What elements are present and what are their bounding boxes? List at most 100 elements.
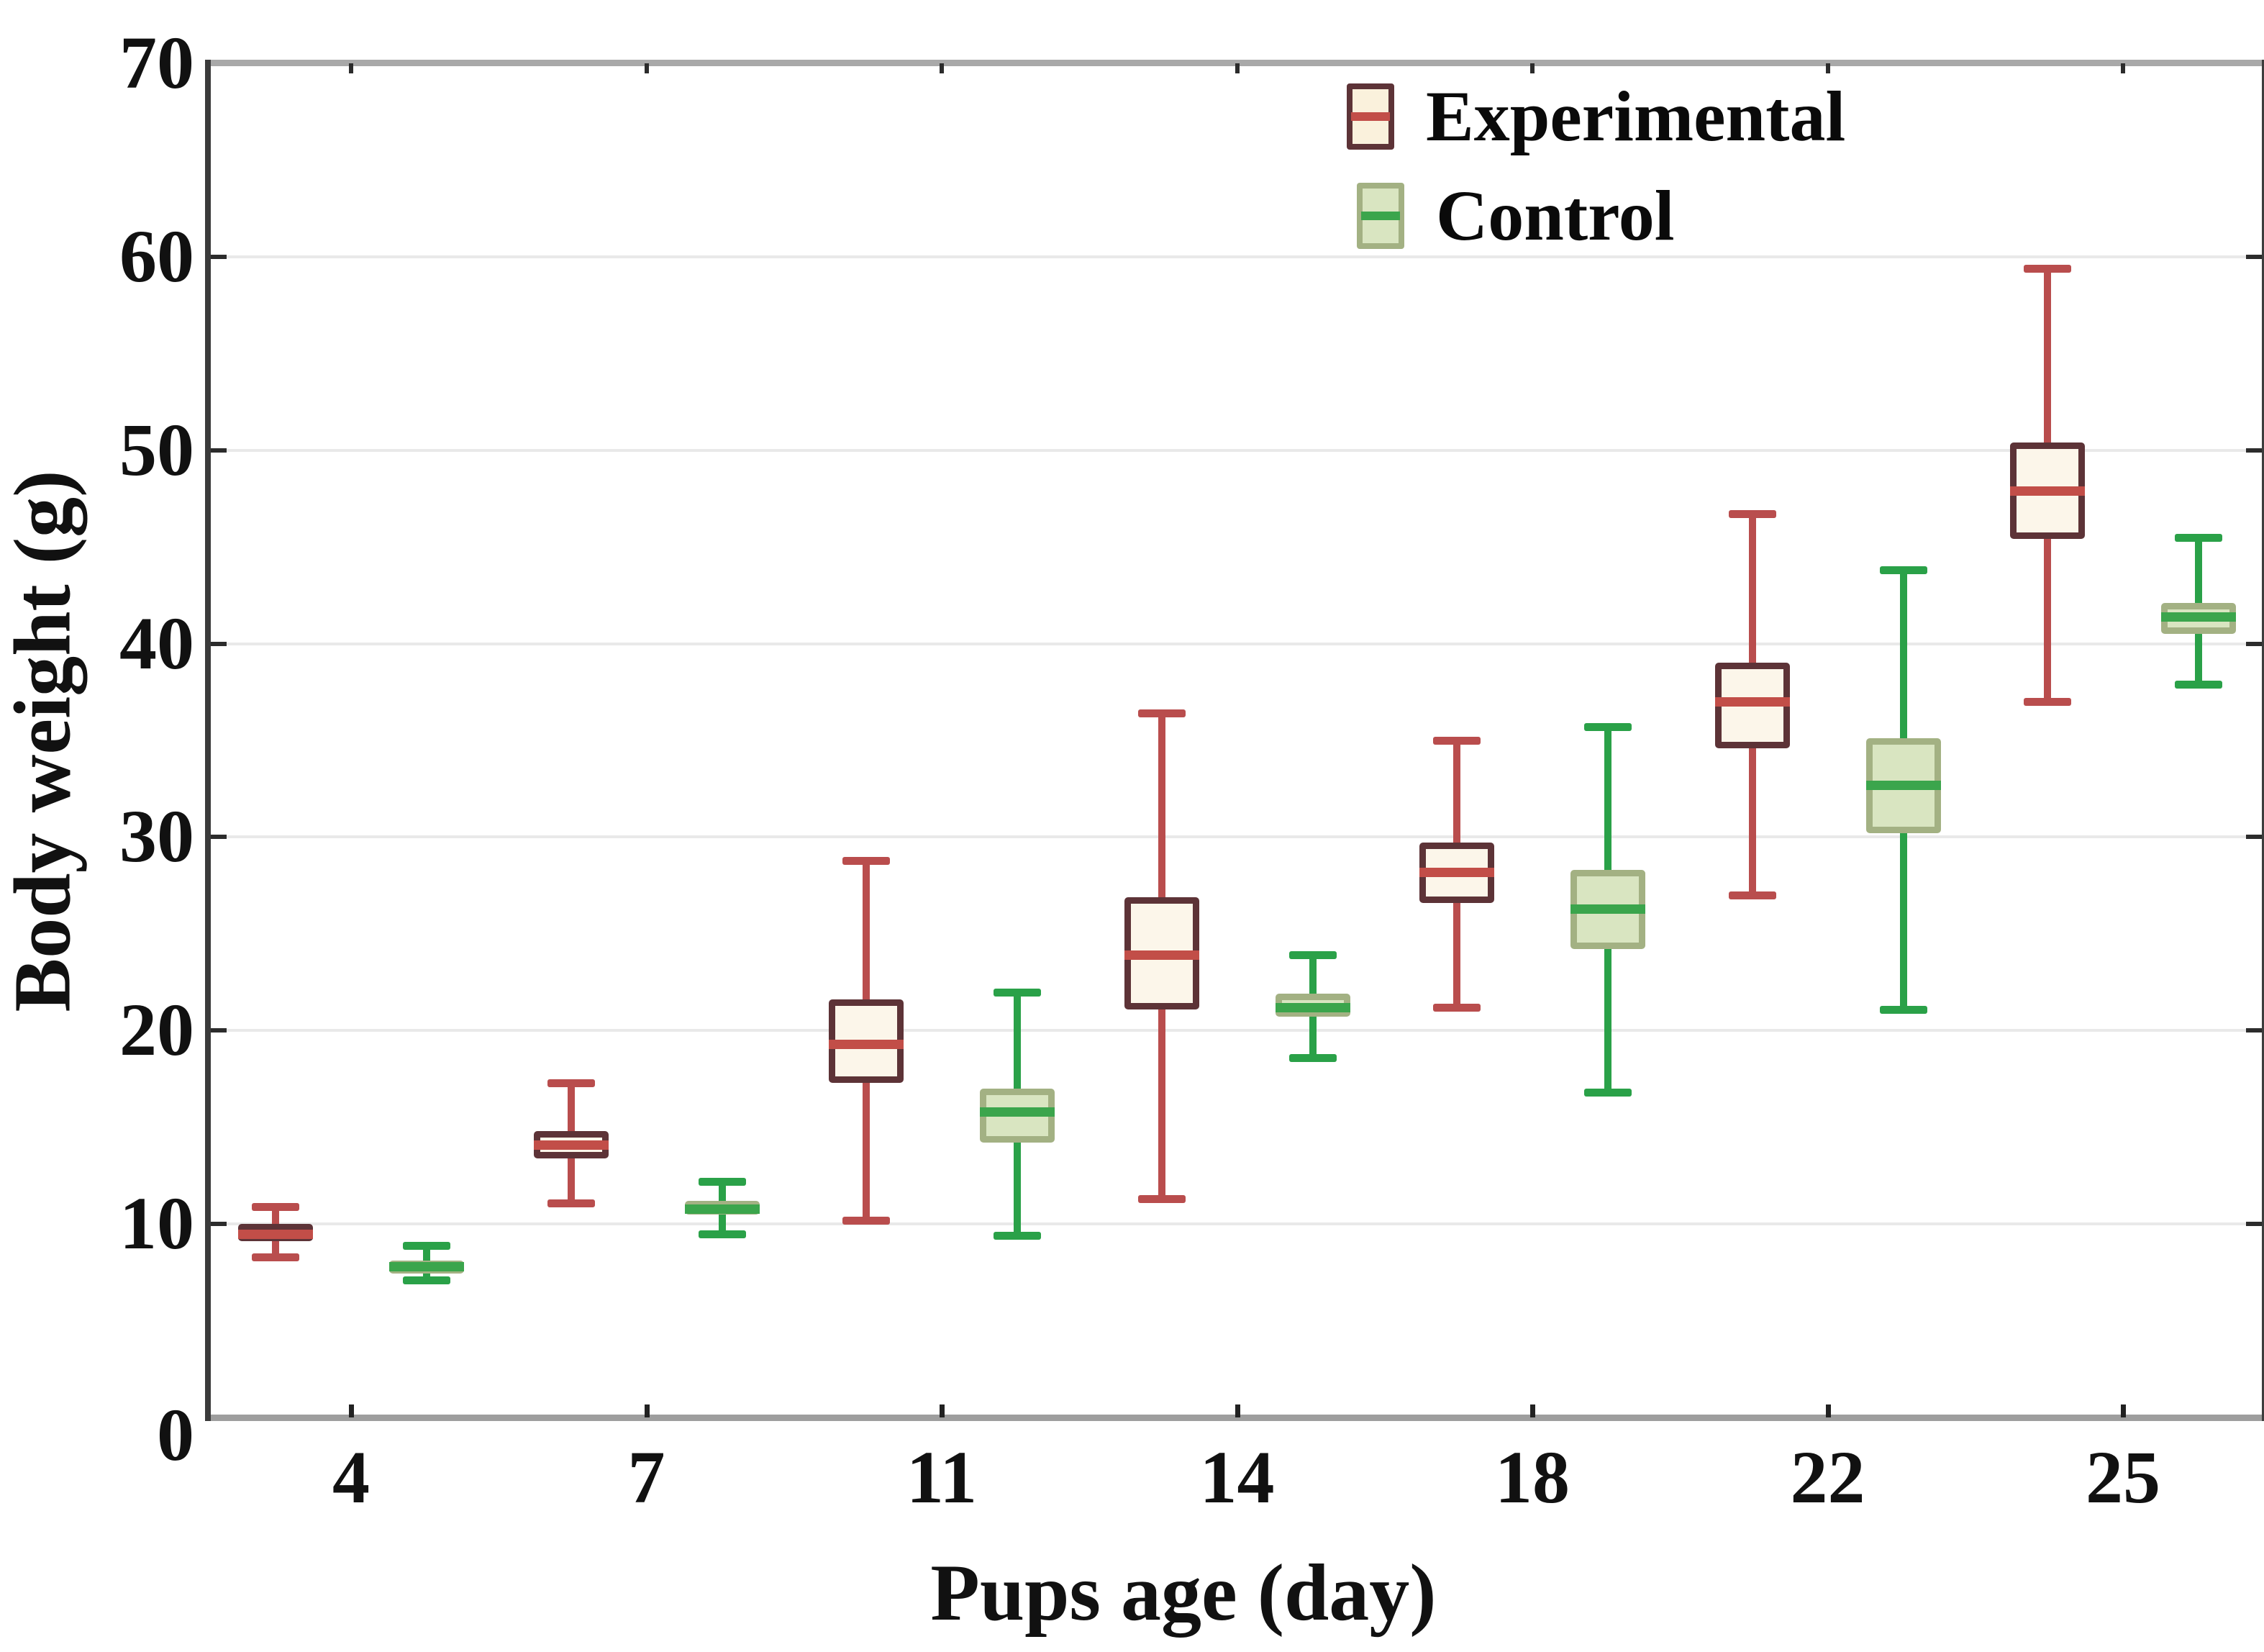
whisker-cap-low-experimental-7 [547, 1199, 595, 1207]
y-tick-left-60 [211, 254, 227, 259]
plot-frame-top [211, 60, 2262, 66]
whisker-cap-high-experimental-14 [1137, 709, 1186, 718]
y-tick-left-30 [211, 835, 227, 840]
whisker-cap-low-control-11 [994, 1232, 1041, 1240]
median-experimental-18 [1419, 867, 1494, 877]
median-control-22 [1865, 780, 1941, 790]
y-tick-left-10 [211, 1222, 227, 1227]
x-tick-14 [1235, 1404, 1240, 1417]
median-experimental-22 [1714, 697, 1790, 707]
median-control-14 [1275, 1003, 1350, 1013]
whisker-cap-high-experimental-7 [547, 1079, 595, 1087]
control-swatch-median-line [1361, 212, 1400, 220]
gridline-10 [211, 1222, 2262, 1226]
legend-item-control: Control [1347, 180, 1845, 252]
y-tick-label-0: 0 [157, 1394, 194, 1476]
x-tick-label-25: 25 [2086, 1436, 2160, 1519]
x-tick-top-22 [1825, 63, 1830, 73]
legend: Experimental Control [1347, 81, 1845, 279]
plot-area [205, 60, 2264, 1421]
whisker-cap-high-control-25 [2175, 533, 2222, 542]
whisker-cap-low-control-14 [1288, 1053, 1337, 1062]
whisker-cap-high-experimental-4 [252, 1202, 299, 1211]
gridline-20 [211, 1029, 2262, 1032]
x-tick-top-18 [1530, 63, 1535, 73]
whisker-cap-low-experimental-25 [2024, 698, 2071, 707]
whisker-cap-low-experimental-14 [1137, 1195, 1186, 1204]
x-axis-title: Pups age (day) [930, 1548, 1437, 1638]
plot-frame-bottom [211, 1415, 2262, 1421]
whisker-cap-high-control-18 [1584, 723, 1632, 732]
whisker-cap-high-experimental-22 [1728, 510, 1776, 519]
y-tick-label-70: 70 [119, 22, 194, 104]
x-tick-top-25 [2121, 63, 2125, 73]
x-tick-top-11 [940, 63, 944, 73]
median-experimental-4 [238, 1229, 313, 1239]
y-tick-left-40 [211, 641, 227, 646]
y-tick-right-20 [2246, 1028, 2262, 1033]
y-tick-right-60 [2246, 254, 2262, 259]
whisker-cap-low-experimental-22 [1728, 891, 1776, 900]
whisker-cap-low-experimental-11 [842, 1216, 890, 1225]
y-tick-label-60: 60 [119, 214, 194, 298]
median-experimental-14 [1124, 950, 1199, 961]
experimental-swatch-median-line [1351, 112, 1390, 121]
x-tick-4 [349, 1404, 354, 1417]
whisker-cap-low-experimental-4 [252, 1253, 299, 1261]
x-tick-25 [2121, 1404, 2126, 1417]
x-tick-label-11: 11 [906, 1436, 978, 1519]
y-tick-label-20: 20 [119, 989, 194, 1072]
y-tick-right-40 [2246, 641, 2262, 646]
whisker-cap-low-control-4 [403, 1276, 450, 1285]
y-tick-left-20 [211, 1028, 227, 1033]
x-tick-7 [644, 1404, 650, 1417]
y-axis-title: Body weight (g) [0, 470, 88, 1012]
gridline-30 [211, 835, 2262, 839]
whisker-cap-high-control-14 [1288, 951, 1337, 960]
legend-label-experimental: Experimental [1426, 76, 1846, 156]
whisker-cap-high-experimental-25 [2024, 264, 2071, 273]
median-control-11 [980, 1107, 1055, 1117]
legend-label-control: Control [1436, 176, 1675, 255]
x-tick-label-4: 4 [332, 1436, 370, 1519]
gridline-40 [211, 642, 2262, 645]
median-control-4 [389, 1262, 464, 1272]
median-experimental-25 [2010, 486, 2085, 496]
y-tick-label-50: 50 [119, 408, 194, 491]
x-tick-18 [1530, 1404, 1535, 1417]
whisker-cap-high-experimental-18 [1433, 737, 1481, 745]
y-tick-label-30: 30 [119, 795, 194, 879]
median-control-18 [1570, 904, 1645, 914]
y-tick-right-30 [2246, 835, 2262, 840]
whisker-cap-high-control-4 [403, 1241, 450, 1250]
whisker-cap-low-control-7 [698, 1230, 746, 1238]
plot-frame-right [2262, 60, 2264, 1421]
whisker-cap-low-control-18 [1584, 1089, 1632, 1097]
x-tick-label-18: 18 [1495, 1436, 1570, 1519]
whisker-cap-low-control-22 [1879, 1005, 1927, 1014]
whisker-cap-high-control-11 [994, 988, 1041, 997]
x-tick-top-4 [349, 63, 353, 73]
y-tick-label-40: 40 [119, 602, 194, 685]
y-tick-label-10: 10 [119, 1182, 194, 1266]
y-tick-left-50 [211, 448, 227, 453]
median-experimental-11 [829, 1040, 904, 1050]
y-tick-right-50 [2246, 448, 2262, 453]
whisker-cap-high-experimental-11 [842, 856, 890, 865]
gridline-60 [211, 255, 2262, 258]
median-control-7 [684, 1204, 760, 1214]
y-tick-right-10 [2246, 1222, 2262, 1227]
x-tick-11 [940, 1404, 945, 1417]
median-control-25 [2161, 612, 2236, 622]
x-tick-22 [1825, 1404, 1831, 1417]
legend-item-experimental: Experimental [1347, 81, 1845, 153]
whisker-cap-low-experimental-18 [1433, 1004, 1481, 1012]
whisker-cap-low-control-25 [2175, 681, 2222, 689]
x-tick-top-14 [1235, 63, 1240, 73]
whisker-cap-high-control-22 [1879, 566, 1927, 575]
experimental-swatch-icon [1347, 83, 1394, 150]
x-tick-top-7 [644, 63, 649, 73]
gridline-50 [211, 448, 2262, 452]
median-experimental-7 [533, 1140, 609, 1150]
